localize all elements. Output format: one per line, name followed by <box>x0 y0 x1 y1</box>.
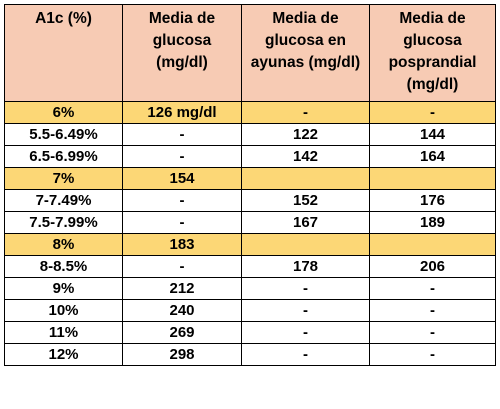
table-row: 6% 126 mg/dl - - <box>4 101 496 124</box>
table-row: 7-7.49% -152 176 <box>4 189 496 212</box>
cell-fasting-glucose: 178 <box>241 255 370 278</box>
cell-postprandial-glucose: 176 <box>369 189 496 212</box>
cell-postprandial-glucose: 144 <box>369 123 496 146</box>
cell-a1c: 6% <box>4 101 123 124</box>
cell-a1c: 11% <box>4 321 123 344</box>
table-row: 7.5-7.99% -167 189 <box>4 211 496 234</box>
table-row: 10% 240- - <box>4 299 496 322</box>
glucose-a1c-table: A1c (%) Media de glucosa (mg/dl) Media d… <box>4 4 496 366</box>
cell-a1c: 5.5-6.49% <box>4 123 123 146</box>
cell-mean-glucose: - <box>122 123 242 146</box>
cell-a1c: 12% <box>4 343 123 366</box>
header-row: A1c (%) Media de glucosa (mg/dl) Media d… <box>4 4 496 102</box>
cell-mean-glucose: - <box>122 145 242 168</box>
table-row: 6.5-6.99% -142 164 <box>4 145 496 168</box>
table-row: 5.5-6.49% -122 144 <box>4 123 496 146</box>
cell-postprandial-glucose: 189 <box>369 211 496 234</box>
cell-fasting-glucose: - <box>241 321 370 344</box>
cell-fasting-glucose: 142 <box>241 145 370 168</box>
cell-mean-glucose: - <box>122 211 242 234</box>
cell-postprandial-glucose: 164 <box>369 145 496 168</box>
table-row: 8-8.5% -178 206 <box>4 255 496 278</box>
cell-mean-glucose: 154 <box>122 167 242 190</box>
table-header: A1c (%) Media de glucosa (mg/dl) Media d… <box>4 4 496 102</box>
table-row: 9% 212- - <box>4 277 496 300</box>
table-body: 6% 126 mg/dl - -5.5-6.49% -122 144 6.5-6.99% -1… <box>4 101 496 366</box>
cell-postprandial-glucose: - <box>369 277 496 300</box>
cell-mean-glucose: 240 <box>122 299 242 322</box>
cell-a1c: 8-8.5% <box>4 255 123 278</box>
cell-fasting-glucose: - <box>241 277 370 300</box>
table-row: 7% 154 <box>4 167 496 190</box>
cell-postprandial-glucose: - <box>369 321 496 344</box>
cell-fasting-glucose: - <box>241 101 370 124</box>
cell-postprandial-glucose: 206 <box>369 255 496 278</box>
cell-a1c: 7% <box>4 167 123 190</box>
cell-fasting-glucose: 152 <box>241 189 370 212</box>
cell-mean-glucose: - <box>122 255 242 278</box>
cell-fasting-glucose: - <box>241 343 370 366</box>
header-postprandial-glucose: Media de glucosa posprandial (mg/dl) <box>369 4 496 102</box>
cell-fasting-glucose <box>241 167 370 190</box>
cell-mean-glucose: 126 mg/dl <box>122 101 242 124</box>
cell-fasting-glucose: 122 <box>241 123 370 146</box>
table-container: A1c (%) Media de glucosa (mg/dl) Media d… <box>4 4 496 366</box>
cell-a1c: 8% <box>4 233 123 256</box>
cell-fasting-glucose: 167 <box>241 211 370 234</box>
cell-a1c: 7.5-7.99% <box>4 211 123 234</box>
cell-mean-glucose: 183 <box>122 233 242 256</box>
table-row: 8% 183 <box>4 233 496 256</box>
cell-a1c: 9% <box>4 277 123 300</box>
cell-postprandial-glucose: - <box>369 343 496 366</box>
table-row: 11% 269- - <box>4 321 496 344</box>
cell-postprandial-glucose: - <box>369 299 496 322</box>
header-mean-glucose: Media de glucosa (mg/dl) <box>122 4 242 102</box>
cell-mean-glucose: 269 <box>122 321 242 344</box>
cell-mean-glucose: - <box>122 189 242 212</box>
header-fasting-glucose: Media de glucosa en ayunas (mg/dl) <box>241 4 370 102</box>
header-a1c: A1c (%) <box>4 4 123 102</box>
cell-mean-glucose: 298 <box>122 343 242 366</box>
cell-a1c: 7-7.49% <box>4 189 123 212</box>
cell-postprandial-glucose: - <box>369 101 496 124</box>
cell-mean-glucose: 212 <box>122 277 242 300</box>
cell-a1c: 6.5-6.99% <box>4 145 123 168</box>
cell-fasting-glucose: - <box>241 299 370 322</box>
cell-postprandial-glucose <box>369 233 496 256</box>
cell-postprandial-glucose <box>369 167 496 190</box>
cell-a1c: 10% <box>4 299 123 322</box>
table-row: 12% 298- - <box>4 343 496 366</box>
cell-fasting-glucose <box>241 233 370 256</box>
